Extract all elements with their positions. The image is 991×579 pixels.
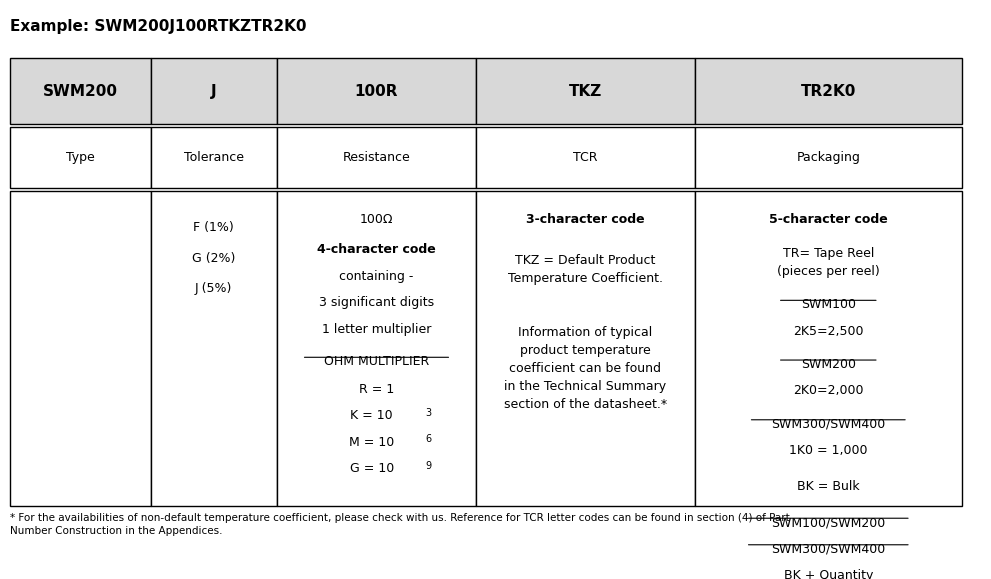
Text: Tolerance: Tolerance — [183, 151, 244, 164]
Text: TCR: TCR — [573, 151, 598, 164]
Text: J (5%): J (5%) — [195, 282, 233, 295]
Text: G (2%): G (2%) — [192, 252, 236, 265]
Bar — [151, 127, 276, 188]
Bar — [10, 127, 151, 188]
Text: BK + Quantity: BK + Quantity — [784, 569, 873, 579]
Text: containing -: containing - — [339, 270, 413, 283]
Text: 9: 9 — [425, 461, 431, 471]
Bar — [151, 58, 276, 124]
Bar — [476, 127, 695, 188]
Text: K = 10: K = 10 — [351, 409, 393, 422]
Text: Resistance: Resistance — [343, 151, 410, 164]
Text: * For the availabilities of non-default temperature coefficient, please check wi: * For the availabilities of non-default … — [10, 513, 790, 537]
Text: TKZ = Default Product
Temperature Coefficient.: TKZ = Default Product Temperature Coeffi… — [507, 254, 663, 285]
Bar — [695, 58, 962, 124]
Text: SWM200: SWM200 — [801, 358, 856, 371]
Text: TR2K0: TR2K0 — [801, 84, 856, 99]
Text: SWM300/SWM400: SWM300/SWM400 — [771, 543, 885, 556]
Text: SWM300/SWM400: SWM300/SWM400 — [771, 417, 885, 431]
Text: Packaging: Packaging — [797, 151, 860, 164]
Text: Example: SWM200J100RTKZTR2K0: Example: SWM200J100RTKZTR2K0 — [10, 19, 306, 34]
Bar — [695, 127, 962, 188]
Text: M = 10: M = 10 — [349, 436, 394, 449]
Text: TKZ: TKZ — [569, 84, 602, 99]
Text: 2K0=2,000: 2K0=2,000 — [793, 384, 863, 397]
Text: 5-character code: 5-character code — [769, 213, 888, 226]
Text: 100R: 100R — [355, 84, 398, 99]
Text: 2K5=2,500: 2K5=2,500 — [793, 325, 863, 338]
Bar — [151, 191, 276, 506]
Text: 3-character code: 3-character code — [526, 213, 645, 226]
Text: 4-character code: 4-character code — [317, 243, 436, 256]
Bar — [276, 58, 476, 124]
Text: 6: 6 — [425, 434, 431, 444]
Text: SWM200: SWM200 — [43, 84, 118, 99]
Text: 1 letter multiplier: 1 letter multiplier — [322, 323, 431, 336]
Text: R = 1: R = 1 — [359, 383, 394, 395]
Text: F (1%): F (1%) — [193, 221, 234, 234]
Text: 1K0 = 1,000: 1K0 = 1,000 — [789, 444, 867, 457]
Text: 100Ω: 100Ω — [360, 213, 393, 226]
Text: 3 significant digits: 3 significant digits — [319, 296, 434, 309]
Text: J: J — [211, 84, 217, 99]
Bar — [276, 191, 476, 506]
Text: SWM100/SWM200: SWM100/SWM200 — [771, 516, 885, 529]
Text: Type: Type — [65, 151, 94, 164]
Text: SWM100: SWM100 — [801, 298, 856, 311]
Text: G = 10: G = 10 — [350, 463, 393, 475]
Bar — [476, 58, 695, 124]
Text: BK = Bulk: BK = Bulk — [797, 480, 859, 493]
Bar — [476, 191, 695, 506]
Bar — [695, 191, 962, 506]
Bar — [276, 127, 476, 188]
Bar — [10, 191, 151, 506]
Text: 3: 3 — [425, 408, 431, 417]
Text: Information of typical
product temperature
coefficient can be found
in the Techn: Information of typical product temperatu… — [503, 327, 667, 411]
Text: OHM MULTIPLIER: OHM MULTIPLIER — [324, 355, 429, 368]
Text: TR= Tape Reel
(pieces per reel): TR= Tape Reel (pieces per reel) — [777, 247, 880, 278]
Bar — [10, 58, 151, 124]
